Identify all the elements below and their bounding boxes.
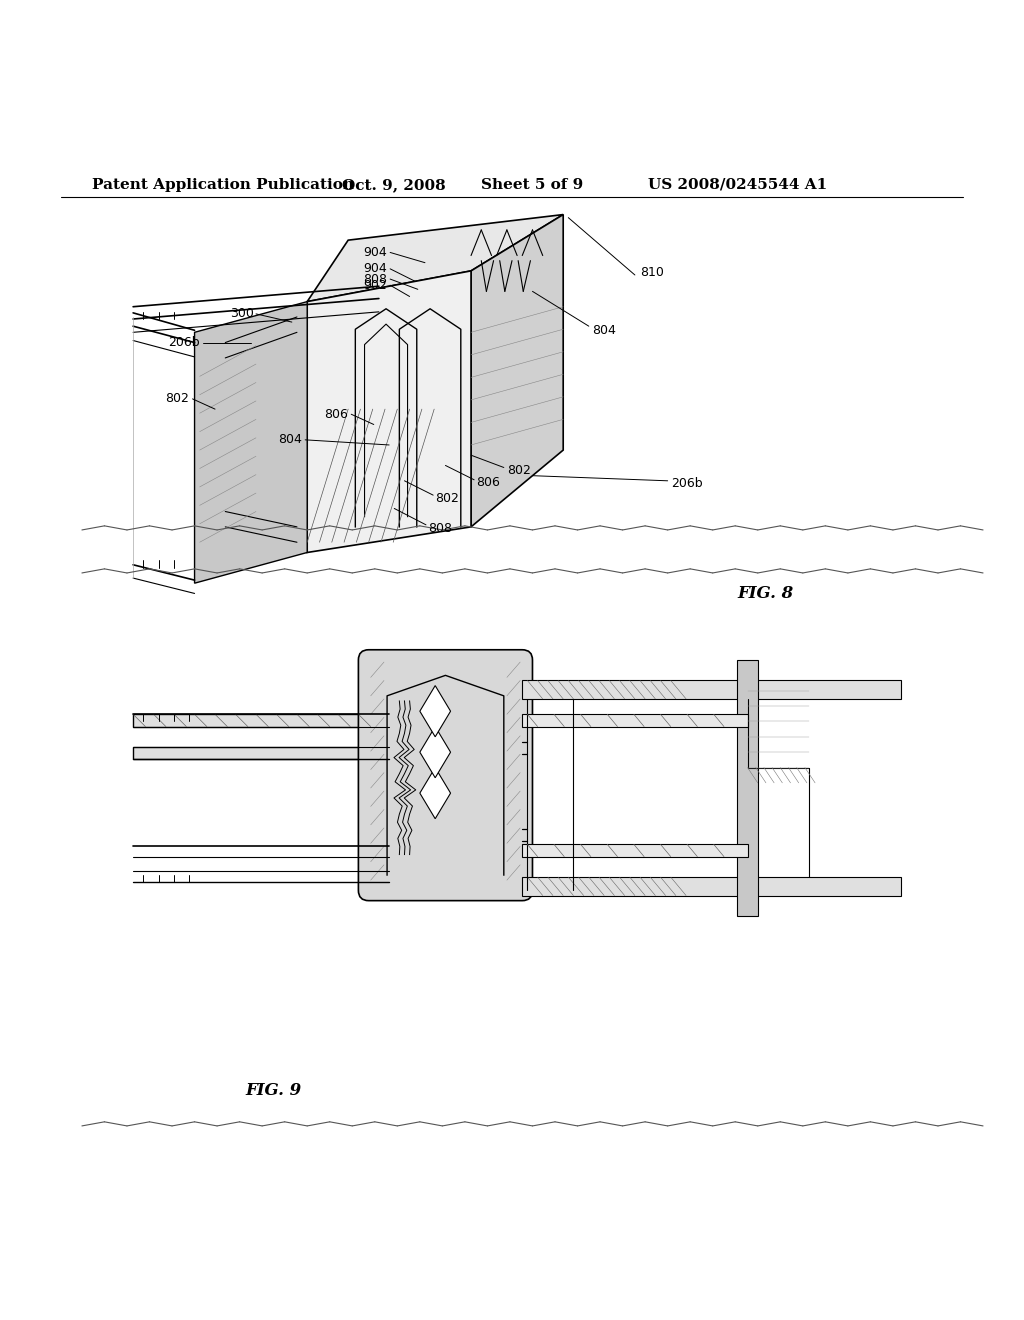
Bar xyxy=(522,876,901,895)
Polygon shape xyxy=(307,215,563,301)
Text: 808: 808 xyxy=(364,272,387,285)
Text: FIG. 8: FIG. 8 xyxy=(737,585,794,602)
Text: 804: 804 xyxy=(279,433,302,446)
Text: 802: 802 xyxy=(507,465,530,477)
Bar xyxy=(133,714,384,726)
Text: 904: 904 xyxy=(364,263,387,276)
Polygon shape xyxy=(420,685,451,737)
Text: 810: 810 xyxy=(640,267,664,280)
Text: 804: 804 xyxy=(592,323,615,337)
Text: 206b: 206b xyxy=(671,478,702,490)
Bar xyxy=(133,747,384,759)
Bar xyxy=(522,714,748,726)
Text: 802: 802 xyxy=(166,392,189,405)
Text: 802: 802 xyxy=(435,492,459,504)
Polygon shape xyxy=(420,767,451,818)
Text: Sheet 5 of 9: Sheet 5 of 9 xyxy=(481,178,584,191)
Polygon shape xyxy=(195,301,307,583)
Text: 806: 806 xyxy=(476,477,500,490)
Text: Oct. 9, 2008: Oct. 9, 2008 xyxy=(342,178,446,191)
Text: 902: 902 xyxy=(364,279,387,292)
Text: 206b: 206b xyxy=(168,337,200,348)
Text: 806: 806 xyxy=(325,408,348,421)
Text: US 2008/0245544 A1: US 2008/0245544 A1 xyxy=(647,178,827,191)
FancyBboxPatch shape xyxy=(358,649,532,900)
Text: FIG. 9: FIG. 9 xyxy=(246,1081,302,1098)
Text: 904: 904 xyxy=(364,246,387,259)
Text: Patent Application Publication: Patent Application Publication xyxy=(92,178,354,191)
Polygon shape xyxy=(307,271,471,553)
Polygon shape xyxy=(471,215,563,527)
Bar xyxy=(522,845,748,857)
Text: 808: 808 xyxy=(428,523,452,536)
Text: 300: 300 xyxy=(230,308,254,321)
Bar xyxy=(522,681,901,698)
Polygon shape xyxy=(420,726,451,777)
Bar xyxy=(737,660,758,916)
